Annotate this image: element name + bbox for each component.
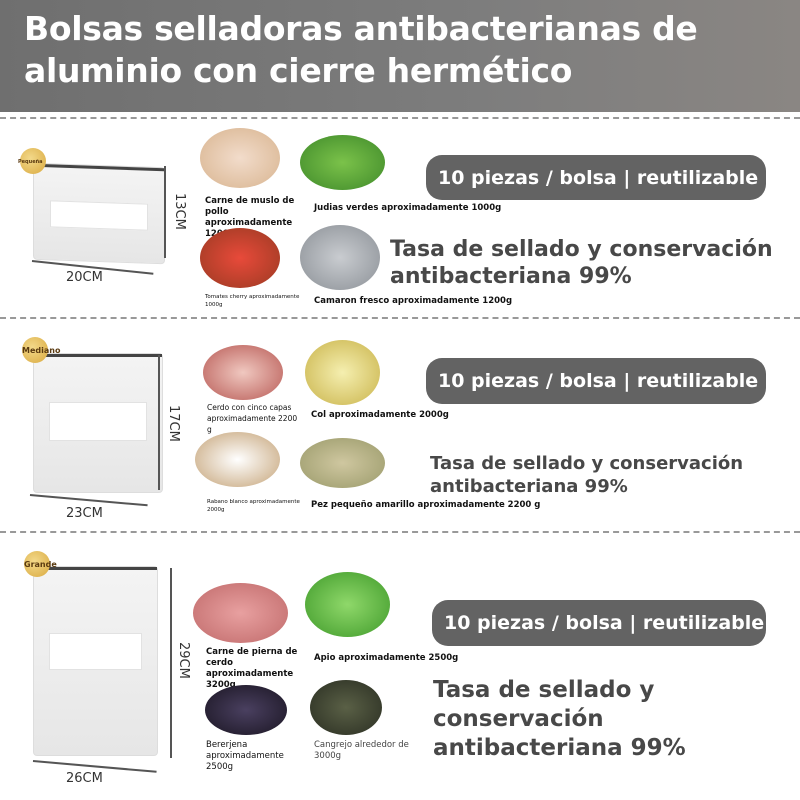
food-caption: Cangrejo alrededor de 3000g (314, 740, 409, 761)
height-label: 13CM (172, 193, 187, 230)
width-label: 26CM (66, 771, 103, 786)
crab-image (310, 680, 382, 735)
eggplant-image (205, 685, 287, 735)
food-caption: Rabano blanco aproximadamente 2000g (207, 499, 300, 513)
height-label: 17CM (166, 405, 181, 442)
bag-image-small (33, 162, 165, 265)
shrimp-image (300, 225, 380, 290)
size-label: Pequeña (18, 159, 43, 165)
height-line (158, 355, 160, 490)
divider (0, 531, 800, 533)
cabbage-image (305, 340, 380, 405)
food-caption: Bererjena aproximadamente 2500g (206, 740, 284, 772)
size-label: Grande (24, 560, 57, 569)
pieces-badge: 10 piezas / bolsa | reutilizable (432, 600, 766, 646)
width-label: 23CM (66, 506, 103, 521)
pieces-badge: 10 piezas / bolsa | reutilizable (426, 155, 766, 200)
green-beans-image (300, 135, 385, 190)
height-line (164, 166, 166, 258)
chicken-image (200, 128, 280, 188)
height-label: 29CM (176, 642, 191, 679)
food-caption: Camaron fresco aproximadamente 1200g (314, 296, 513, 306)
food-caption: Apio aproximadamente 2500g (314, 653, 459, 663)
food-caption: Col aproximadamente 2000g (311, 410, 449, 420)
food-caption: Pez pequeño amarillo aproximadamente 220… (311, 500, 541, 510)
bag-image-medium (33, 353, 163, 493)
sealing-rate-text: Tasa de sellado y conservación antibacte… (390, 237, 773, 289)
height-line (170, 568, 172, 758)
width-label: 20CM (66, 270, 103, 285)
width-line (29, 494, 148, 507)
celery-image (305, 572, 390, 637)
food-caption: Tomates cherry aproximadamente 1000g (205, 294, 300, 308)
food-caption: Cerdo con cinco capas aproximadamente 22… (207, 403, 298, 434)
divider (0, 117, 800, 119)
size-tag-icon (22, 337, 48, 363)
size-label: Mediano (22, 346, 61, 355)
sealing-rate-text: Tasa de sellado y conservación antibacte… (433, 677, 686, 761)
sealing-rate-text: Tasa de sellado y conservación antibacte… (430, 453, 744, 497)
food-caption: Carne de pierna de cerdo aproximadamente… (206, 647, 298, 690)
food-caption: Judias verdes aproximadamente 1000g (314, 203, 502, 213)
bag-image-large (33, 566, 158, 756)
pieces-badge: 10 piezas / bolsa | reutilizable (426, 358, 766, 404)
radish-image (195, 432, 280, 487)
page-title: Bolsas selladoras antibacterianas de alu… (24, 9, 698, 90)
header-banner: Bolsas selladoras antibacterianas de alu… (0, 0, 800, 112)
fish-image (300, 438, 385, 488)
size-tag-icon (24, 551, 50, 577)
size-tag-icon (20, 148, 46, 174)
pork-leg-image (193, 583, 288, 643)
pork-belly-image (203, 345, 283, 400)
divider (0, 317, 800, 319)
tomatoes-image (200, 228, 280, 288)
